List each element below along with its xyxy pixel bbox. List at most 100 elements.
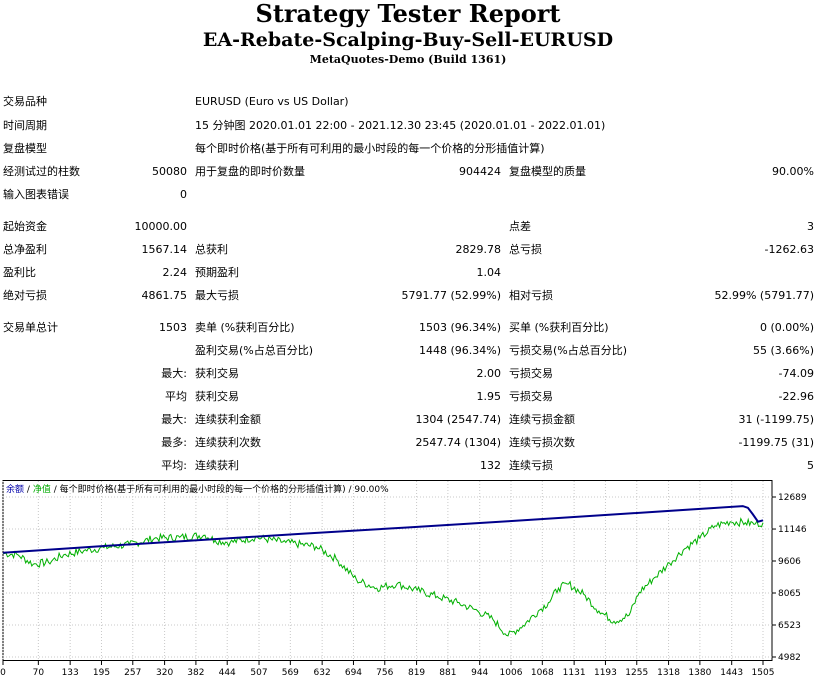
- x-tick-label: 1380: [688, 668, 711, 678]
- loss-trades-value: 55 (3.66%): [752, 344, 814, 357]
- max-cons-losses-count-value: -1199.75 (31): [738, 436, 814, 449]
- profit-factor-value: 2.24: [162, 266, 188, 279]
- x-tick-label: 1505: [752, 668, 775, 678]
- y-tick-label: 12689: [778, 493, 807, 503]
- period-label: 时间周期: [3, 119, 47, 132]
- most-consecutive-prefix: 最多:: [161, 436, 187, 449]
- average-loss-value: -22.96: [778, 390, 814, 403]
- profit-trades-value: 1448 (96.34%): [418, 344, 501, 357]
- max-cons-losses-amount-label: 连续亏损金额: [509, 413, 575, 426]
- max-cons-wins-amount-value: 1304 (2547.74): [415, 413, 501, 426]
- x-tick-label: 70: [33, 668, 45, 678]
- symbol-value: EURUSD (Euro vs US Dollar): [195, 95, 349, 108]
- report-title: Strategy Tester Report: [255, 0, 561, 28]
- net-profit-value: 1567.14: [141, 243, 188, 256]
- abs-drawdown-value: 4861.75: [141, 289, 188, 302]
- balance-line: [2, 505, 764, 554]
- period-value: 15 分钟图 2020.01.01 22:00 - 2021.12.30 23:…: [195, 119, 606, 132]
- legend: 余额 / 净值 / 每个即时价格(基于所有可利用的最小时段的每一个价格的分形插值…: [6, 483, 389, 495]
- long-trades-label: 买单 (%获利百分比): [509, 321, 609, 334]
- expected-payoff-value: 1.04: [476, 266, 502, 279]
- errors-value: 0: [180, 188, 187, 201]
- largest-profit-label: 获利交易: [195, 367, 239, 380]
- y-tick-label: 4982: [778, 653, 801, 663]
- largest-prefix: 最大:: [161, 367, 187, 380]
- x-tick-label: 1255: [625, 668, 648, 678]
- legend-equity: 净值: [33, 483, 51, 495]
- average-profit-label: 获利交易: [195, 390, 239, 403]
- largest-loss-value: -74.09: [778, 367, 814, 380]
- total-trades-label: 交易单总计: [3, 321, 58, 334]
- x-tick-label: 756: [376, 668, 393, 678]
- avg-cons-losses-label: 连续亏损: [509, 459, 553, 472]
- x-tick-label: 1443: [720, 668, 743, 678]
- gross-profit-label: 总获利: [195, 243, 228, 256]
- avg-cons-wins-label: 连续获利: [195, 459, 239, 472]
- avg-cons-losses-value: 5: [807, 459, 814, 472]
- x-tick-label: 1068: [531, 668, 554, 678]
- largest-profit-value: 2.00: [476, 367, 502, 380]
- plot-frame: [2, 480, 773, 661]
- legend-model: / 每个即时价格(基于所有可利用的最小时段的每一个价格的分形插值计算) / 90…: [54, 483, 389, 495]
- ea-name: EA-Rebate-Scalping-Buy-Sell-EURUSD: [202, 29, 614, 51]
- max-cons-wins-amount-label: 连续获利金额: [195, 413, 261, 426]
- max-cons-losses-count-label: 连续亏损次数: [509, 436, 575, 449]
- quality-value: 90.00%: [772, 165, 814, 178]
- x-tick-label: 1318: [657, 668, 680, 678]
- total-trades-value: 1503: [159, 321, 187, 334]
- max-consecutive-prefix: 最大:: [161, 413, 187, 426]
- x-tick-label: 257: [124, 668, 141, 678]
- max-cons-wins-count-value: 2547.74 (1304): [415, 436, 501, 449]
- avg-consecutive-prefix: 平均:: [161, 459, 187, 472]
- x-tick-label: 382: [187, 668, 204, 678]
- spread-label: 点差: [509, 220, 531, 233]
- x-tick-label: 0: [0, 668, 6, 678]
- model-value: 每个即时价格(基于所有可利用的最小时段的每一个价格的分形插值计算): [195, 142, 545, 155]
- x-tick-label: 569: [282, 668, 299, 678]
- x-tick-label: 1006: [500, 668, 523, 678]
- legend-separator: /: [27, 485, 31, 495]
- deposit-value: 10000.00: [134, 220, 188, 233]
- y-tick-label: 8065: [778, 589, 801, 599]
- average-loss-label: 亏损交易: [509, 390, 553, 403]
- y-tick-label: 9606: [778, 557, 801, 567]
- avg-cons-wins-value: 132: [480, 459, 501, 472]
- y-tick-label: 11146: [778, 525, 807, 535]
- errors-label: 输入图表错误: [3, 188, 69, 201]
- short-trades-value: 1503 (96.34%): [418, 321, 501, 334]
- x-tick-label: 881: [439, 668, 456, 678]
- profit-factor-label: 盈利比: [3, 266, 36, 279]
- gross-loss-label: 总亏损: [509, 243, 542, 256]
- rel-drawdown-value: 52.99% (5791.77): [714, 289, 814, 302]
- max-drawdown-label: 最大亏损: [195, 289, 239, 302]
- long-trades-value: 0 (0.00%): [759, 321, 814, 334]
- x-tick-label: 944: [471, 668, 488, 678]
- grid-lines: [2, 481, 772, 661]
- series-lines: [2, 505, 764, 637]
- largest-loss-label: 亏损交易: [509, 367, 553, 380]
- average-profit-value: 1.95: [476, 390, 502, 403]
- max-drawdown-value: 5791.77 (52.99%): [401, 289, 501, 302]
- x-tick-label: 819: [408, 668, 425, 678]
- equity-line: [2, 517, 764, 637]
- abs-drawdown-label: 绝对亏损: [3, 289, 47, 302]
- x-tick-label: 507: [250, 668, 267, 678]
- bars-value: 50080: [152, 165, 187, 178]
- x-axis: 0 70 133 195 257 320 382 444 507 569 632 694 756 819 8…: [0, 661, 774, 678]
- deposit-label: 起始资金: [3, 220, 47, 233]
- legend-balance: 余额: [6, 483, 24, 495]
- average-prefix: 平均: [165, 390, 187, 403]
- symbol-label: 交易品种: [3, 95, 47, 108]
- bars-label: 经测试过的柱数: [3, 165, 80, 178]
- x-tick-label: 694: [345, 668, 362, 678]
- ticks-value: 904424: [459, 165, 501, 178]
- x-tick-label: 320: [156, 668, 173, 678]
- rel-drawdown-label: 相对亏损: [509, 289, 553, 302]
- expected-payoff-label: 预期盈利: [195, 266, 239, 279]
- gross-profit-value: 2829.78: [455, 243, 502, 256]
- model-label: 复盘模型: [3, 142, 47, 155]
- x-tick-label: 195: [93, 668, 110, 678]
- x-tick-label: 444: [219, 668, 236, 678]
- short-trades-label: 卖单 (%获利百分比): [195, 321, 295, 334]
- y-tick-label: 6523: [778, 621, 801, 631]
